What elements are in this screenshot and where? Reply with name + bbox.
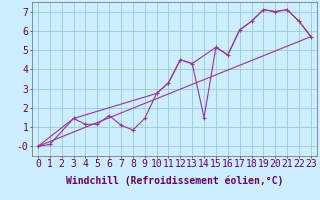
X-axis label: Windchill (Refroidissement éolien,°C): Windchill (Refroidissement éolien,°C) <box>66 175 283 186</box>
